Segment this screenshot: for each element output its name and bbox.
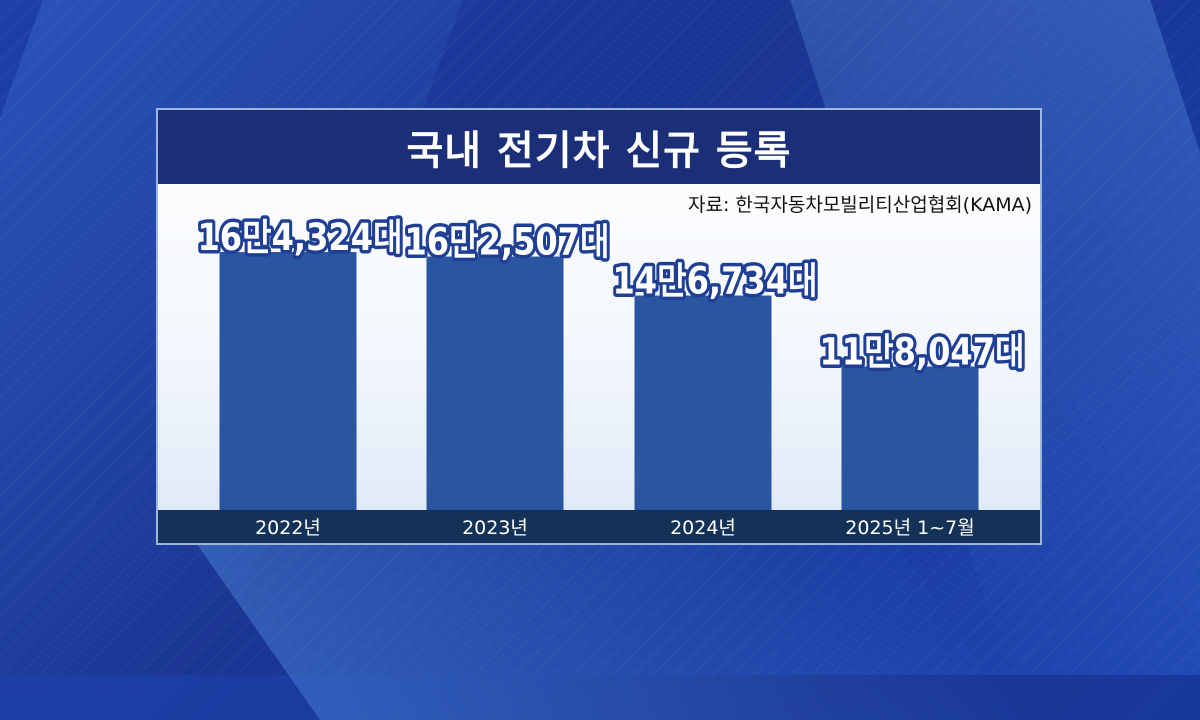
- x-axis-band: [158, 510, 1040, 543]
- data-label-0: 16만4,324대: [198, 216, 403, 259]
- chart-title: 국내 전기차 신규 등록: [406, 128, 792, 174]
- x-tick-label-1: 2023년: [462, 517, 528, 539]
- bar-3: [841, 366, 979, 510]
- data-label-1: 16만2,507대: [405, 221, 610, 264]
- bar-chart: 16만4,324대 2022년 16만2,507대 2023년 14만6,734대 202…: [194, 213, 1028, 539]
- title-bar: 국내 전기차 신규 등록: [158, 110, 1040, 184]
- data-label-3: 11만8,047대: [820, 330, 1025, 373]
- bar-2: [634, 295, 772, 510]
- x-tick-label-2: 2024년: [670, 517, 736, 539]
- bar-1: [426, 256, 564, 510]
- background-shape: [179, 520, 1021, 720]
- bar-0: [219, 252, 357, 510]
- data-label-2: 14만6,734대: [613, 260, 818, 303]
- source-note: 자료: 한국자동차모빌리티산업협회(KAMA): [688, 194, 1032, 216]
- chart-panel: 국내 전기차 신규 등록 자료: 한국자동차모빌리티산업협회(KAMA) 16만…: [156, 108, 1042, 545]
- x-tick-label-0: 2022년: [255, 517, 321, 539]
- x-tick-label-3: 2025년 1~7월: [845, 517, 974, 539]
